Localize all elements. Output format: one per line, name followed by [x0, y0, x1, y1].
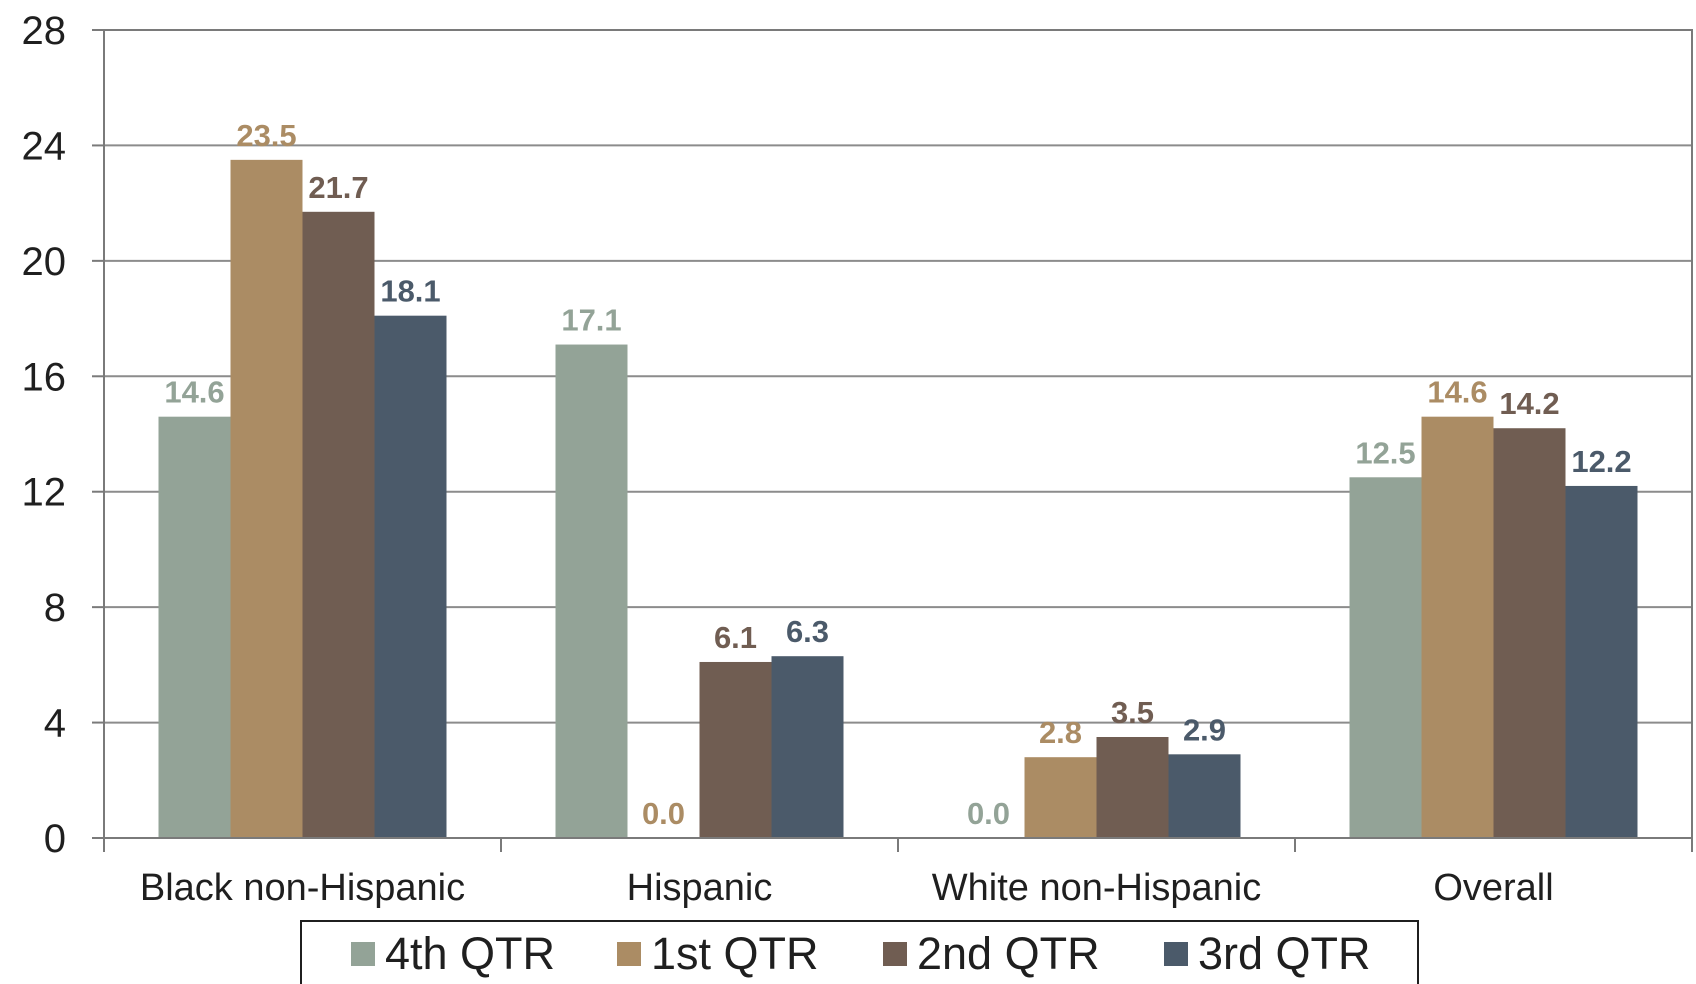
data-label: 17.1	[561, 303, 621, 338]
legend-swatch	[617, 942, 641, 966]
data-label: 3.5	[1111, 695, 1154, 730]
legend-label: 1st QTR	[651, 928, 819, 979]
y-axis-tick-labels: 0 4 8 12 16 20 24 28	[22, 9, 67, 861]
legend-label: 4th QTR	[385, 928, 555, 979]
x-axis	[103, 837, 1693, 852]
bar	[158, 416, 231, 838]
x-axis-category-labels: Black non-Hispanic Hispanic White non-Hisp…	[140, 867, 1554, 909]
y-tick-label: 4	[44, 702, 66, 746]
bar	[374, 315, 447, 839]
bar	[1024, 757, 1097, 838]
bars	[158, 159, 1638, 839]
data-label: 6.1	[714, 620, 757, 655]
y-tick-label: 16	[22, 355, 67, 399]
data-label: 14.6	[164, 375, 224, 410]
data-label: 2.8	[1039, 715, 1082, 750]
data-label: 6.3	[786, 614, 829, 649]
legend-label: 3rd QTR	[1198, 928, 1371, 979]
legend-swatch	[1164, 942, 1188, 966]
x-category-label: Black non-Hispanic	[140, 867, 465, 909]
data-label: 12.2	[1571, 444, 1631, 479]
bar	[1565, 485, 1638, 838]
data-label: 23.5	[236, 118, 296, 153]
x-category-label: White non-Hispanic	[932, 867, 1261, 909]
bar	[302, 211, 375, 839]
data-label: 2.9	[1183, 712, 1226, 747]
data-labels: 14.6 23.5 21.7 18.1 17.1 0.0 6.1 6.3 0.0 2.8 3.5 2.…	[164, 118, 1631, 831]
bar	[699, 661, 772, 838]
legend-swatch	[351, 942, 375, 966]
legend: 4th QTR 1st QTR 2nd QTR 3rd QTR	[300, 920, 1419, 984]
y-tick-label: 24	[22, 124, 67, 168]
legend-label: 2nd QTR	[917, 928, 1100, 979]
bar	[1168, 754, 1241, 838]
bar	[1096, 737, 1169, 838]
y-tick-label: 20	[22, 240, 67, 284]
y-tick-label: 28	[22, 9, 67, 53]
x-category-label: Overall	[1433, 867, 1553, 909]
data-label: 0.0	[642, 796, 685, 831]
data-label: 12.5	[1355, 435, 1415, 470]
y-tick-label: 8	[44, 586, 66, 630]
bar	[771, 656, 844, 838]
bar	[230, 159, 303, 838]
legend-swatch	[883, 942, 907, 966]
bar	[1349, 477, 1422, 838]
bar	[1421, 416, 1494, 838]
data-label: 18.1	[380, 274, 440, 309]
bar	[1493, 428, 1566, 838]
data-label: 14.6	[1427, 375, 1487, 410]
y-tick-label: 12	[22, 471, 67, 515]
x-category-label: Hispanic	[627, 867, 773, 909]
data-label: 14.2	[1499, 386, 1559, 421]
y-tick-label: 0	[44, 817, 66, 861]
legend-box	[300, 920, 1419, 984]
data-label: 21.7	[308, 170, 368, 205]
bar	[555, 344, 628, 838]
data-label: 0.0	[967, 796, 1010, 831]
